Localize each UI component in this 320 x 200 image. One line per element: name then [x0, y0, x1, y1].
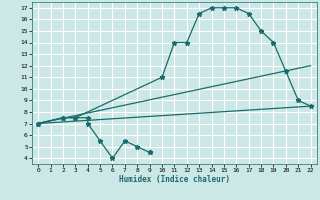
X-axis label: Humidex (Indice chaleur): Humidex (Indice chaleur) — [119, 175, 230, 184]
